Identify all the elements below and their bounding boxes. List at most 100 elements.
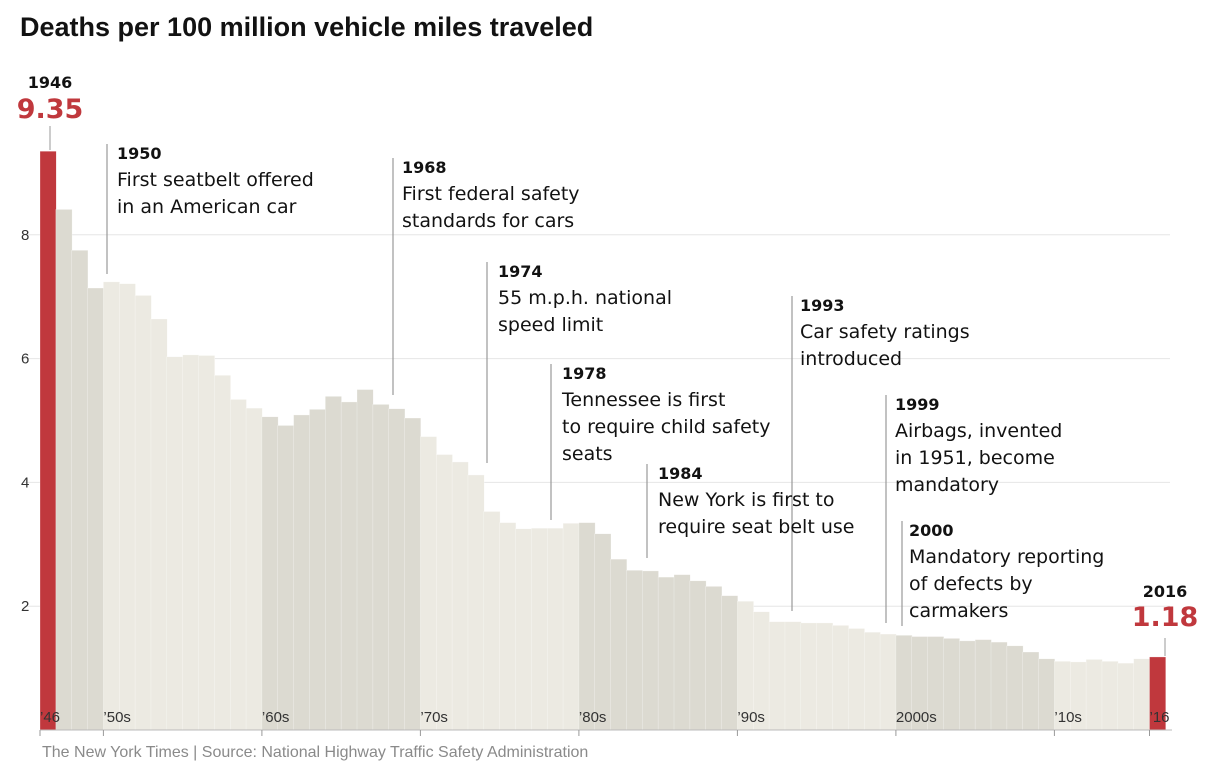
chart-title: Deaths per 100 million vehicle miles tra…: [20, 12, 593, 42]
bar-1999: [879, 633, 897, 731]
bar-1946: [39, 150, 57, 731]
annotation-year-1993: 1993: [800, 296, 845, 315]
annotation-year-1978: 1978: [562, 364, 607, 383]
x-tick-label: ’46: [40, 709, 60, 726]
bar-1975: [499, 522, 517, 731]
bar-1989: [721, 595, 739, 731]
x-axis-ticks: ’46 ’50s ’60s ’70s ’80s ’90s 2000s ’10s ’16: [39, 709, 1170, 736]
bar-1964: [325, 396, 342, 731]
bar-1949: [87, 287, 105, 731]
x-tick-label: ’16: [1150, 709, 1170, 726]
annotation-year-1968: 1968: [402, 158, 447, 177]
annotation-text-1950: First seatbelt offered: [117, 169, 314, 191]
bar-1967: [372, 404, 390, 731]
bar-2012: [1085, 659, 1103, 731]
y-tick-label: 8: [21, 227, 29, 244]
bar-1971: [436, 454, 453, 731]
bar-1984: [642, 570, 659, 731]
bar-1987: [689, 580, 707, 731]
annotation-text-1999: Airbags, invented: [895, 420, 1062, 442]
annotation-year-1984: 1984: [658, 464, 703, 483]
bar-1973: [467, 474, 485, 731]
bar-2007: [1006, 645, 1024, 731]
bar-1981: [594, 533, 612, 731]
highlight-value: 9.35: [17, 94, 84, 125]
annotation-text-2000: of defects by: [909, 573, 1033, 595]
annotation-year-1999: 1999: [895, 395, 940, 414]
bar-1966: [356, 389, 374, 731]
highlight-value: 1.18: [1132, 602, 1199, 633]
bar-1986: [673, 574, 691, 731]
bar-1996: [832, 625, 849, 731]
bar-2015: [1133, 658, 1151, 731]
bar-2003: [943, 638, 960, 731]
bar-1953: [150, 318, 168, 731]
annotation-text-2000: Mandatory reporting: [909, 546, 1104, 568]
bar-1980: [578, 522, 596, 731]
y-tick-label: 2: [21, 598, 29, 615]
annotation-text-1999: mandatory: [895, 474, 999, 496]
source-note: The New York Times | Source: National Hi…: [42, 744, 588, 761]
bar-1960: [261, 416, 279, 731]
bar-1994: [800, 622, 818, 731]
y-tick-label: 6: [21, 351, 29, 368]
bar-2009: [1038, 658, 1056, 731]
bar-1972: [451, 461, 469, 731]
annotation-text-1993: introduced: [800, 348, 902, 370]
x-tick-label: ’60s: [262, 709, 290, 726]
bar-1968: [388, 408, 406, 731]
annotation-text-1978: seats: [562, 443, 613, 465]
y-tick-label: 4: [21, 474, 29, 491]
bar-1958: [229, 399, 247, 731]
bar-1977: [531, 527, 548, 731]
bar-1997: [848, 628, 865, 731]
highlight-year: 2016: [1143, 582, 1188, 601]
bar-2013: [1101, 661, 1119, 731]
bar-1956: [198, 355, 215, 731]
bar-1970: [420, 436, 437, 731]
annotation-year-2000: 2000: [909, 521, 954, 540]
bar-2004: [959, 640, 976, 731]
bar-1983: [626, 570, 643, 731]
bar-1995: [816, 622, 834, 731]
annotation-text-1984: require seat belt use: [658, 516, 854, 538]
bar-1976: [515, 528, 532, 731]
bar-1985: [657, 576, 675, 731]
x-tick-label: ’70s: [420, 709, 448, 726]
annotation-text-1999: in 1951, become: [895, 447, 1055, 469]
bar-1952: [134, 295, 152, 731]
bar-1993: [784, 621, 802, 731]
bar-1998: [863, 631, 881, 731]
bar-1969: [404, 417, 422, 731]
annotation-text-2000: carmakers: [909, 600, 1008, 622]
x-tick-label: 2000s: [896, 709, 937, 726]
annotation-text-1984: New York is first to: [658, 489, 835, 511]
bar-2006: [990, 641, 1008, 731]
bar-1955: [182, 354, 200, 731]
annotation-text-1974: speed limit: [498, 314, 603, 336]
bars: [39, 150, 1172, 731]
bar-2008: [1022, 651, 1040, 731]
x-tick-label: ’80s: [579, 709, 607, 726]
bar-1948: [71, 250, 89, 731]
x-tick-label: ’90s: [737, 709, 765, 726]
annotations: 1950 First seatbelt offered in an American…: [117, 144, 1104, 622]
bar-1962: [293, 414, 311, 731]
bar-1950: [103, 281, 120, 731]
x-tick-label: ’50s: [103, 709, 131, 726]
bar-1951: [119, 283, 136, 731]
bar-1965: [340, 401, 358, 731]
annotation-year-1974: 1974: [498, 262, 543, 281]
bar-1979: [562, 523, 580, 731]
x-tick-label: ’10s: [1054, 709, 1082, 726]
bar-1957: [214, 375, 231, 731]
annotation-text-1968: standards for cars: [402, 210, 574, 232]
bar-1988: [705, 586, 723, 731]
annotation-year-1950: 1950: [117, 144, 162, 163]
bar-2014: [1117, 662, 1135, 731]
bar-1954: [166, 356, 184, 731]
bar-1982: [610, 558, 628, 731]
bar-1963: [309, 409, 326, 731]
annotation-text-1978: to require child safety: [562, 416, 770, 438]
